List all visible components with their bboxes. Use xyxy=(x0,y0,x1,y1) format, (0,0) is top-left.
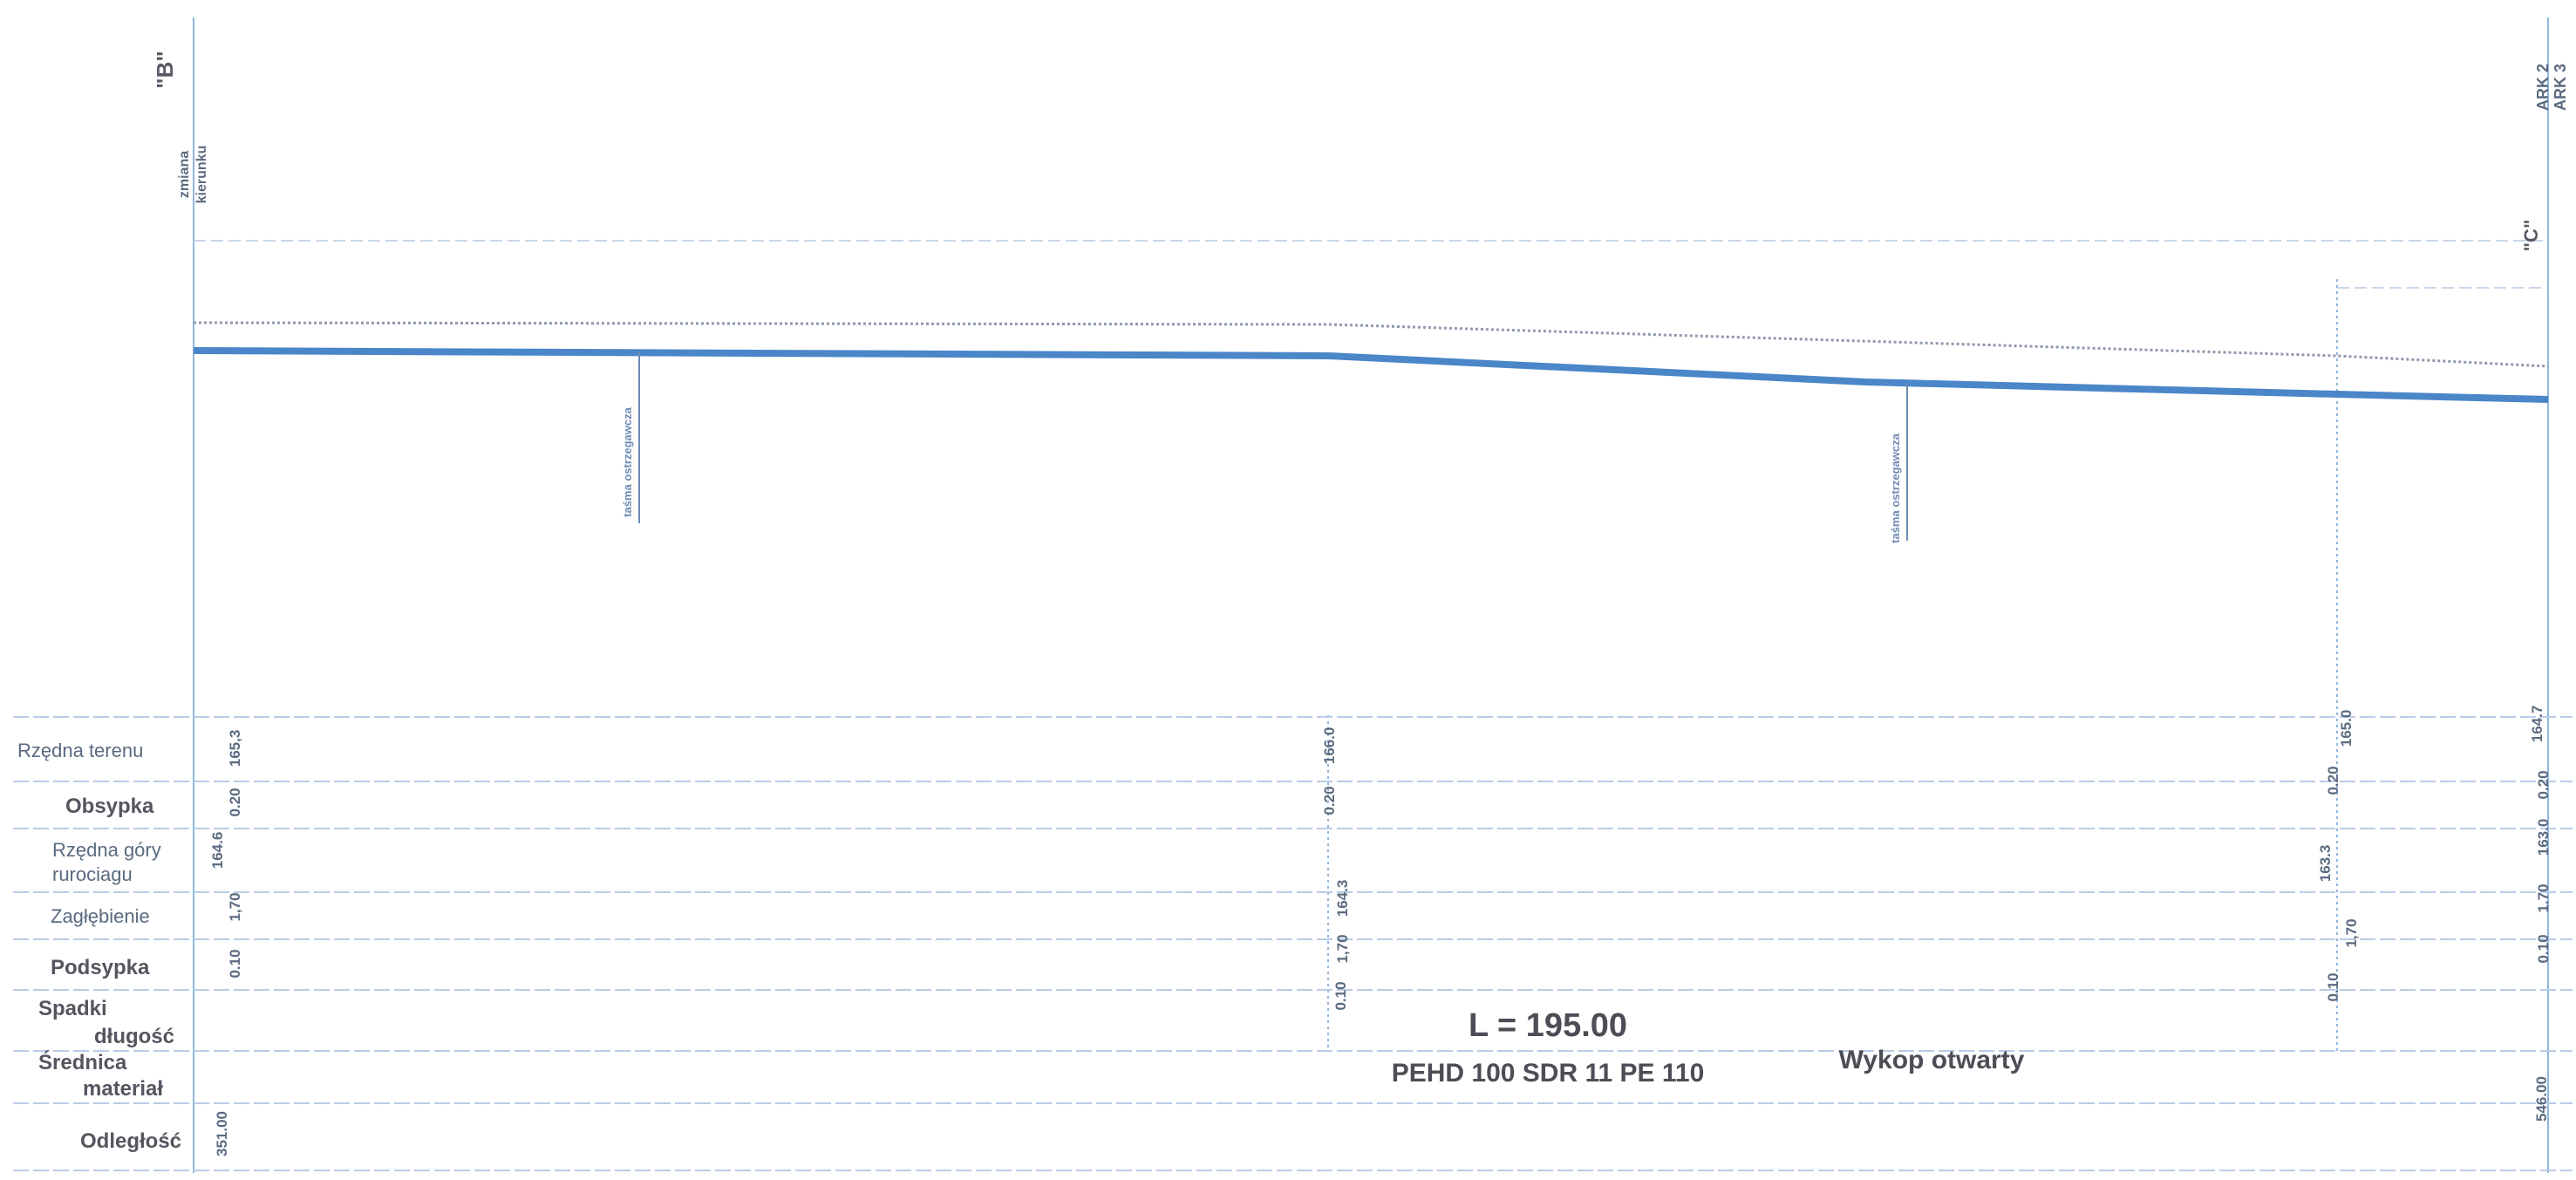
station-lines xyxy=(193,17,2549,1173)
value-depth: 1.70 xyxy=(2535,883,2552,912)
value-distance-end: 546.00 xyxy=(2533,1076,2550,1122)
marker-b-label: "B" xyxy=(152,51,178,88)
value-bedding: 0.10 xyxy=(2535,934,2552,963)
row-label-pipe-top-2: rurociagu xyxy=(52,863,133,885)
value-backfill: 0.20 xyxy=(2325,766,2341,795)
sheet-ref-ark2: ARK 2 xyxy=(2534,64,2552,111)
row-label-distance: Odległość xyxy=(80,1129,181,1153)
top-reference-lines xyxy=(194,240,2548,289)
values-station-b: 165,3 0.20 164.6 1,70 0.10 351.00 xyxy=(209,730,243,1156)
warning-tape-label: taśma ostrzegawcza xyxy=(1889,433,1902,542)
values-station-mid: 166.0 0.20 164.3 1,70 0.10 xyxy=(1321,727,1351,1011)
pipe-spec: PEHD 100 SDR 11 PE 110 xyxy=(1392,1059,1705,1088)
row-label-bedding: Podsypka xyxy=(51,956,150,979)
terrain-line xyxy=(193,321,2549,368)
value-pipe-top: 163.0 xyxy=(2535,819,2552,856)
row-label-pipe-top-1: Rzędna góry xyxy=(52,839,161,861)
value-backfill: 0.20 xyxy=(2535,770,2552,799)
warning-tape-ticks xyxy=(638,351,1908,541)
table-grid xyxy=(13,716,2573,1171)
row-labels: Rzędna terenu Obsypka Rzędna góry ruroci… xyxy=(17,740,181,1153)
value-depth: 1,70 xyxy=(1334,934,1351,963)
value-backfill: 0.20 xyxy=(1321,786,1338,815)
direction-change-label-1: zmiana xyxy=(177,151,192,198)
row-label-material: materiał xyxy=(83,1077,163,1101)
value-terrain: 165.0 xyxy=(2338,710,2355,747)
row-label-diameter: Średnica xyxy=(38,1050,127,1074)
segment-length: L = 195.00 xyxy=(1469,1007,1627,1044)
value-backfill: 0.20 xyxy=(227,788,243,816)
row-label-slope: Spadki xyxy=(38,997,107,1020)
pipe-line xyxy=(193,347,2549,403)
row-label-backfill: Obsypka xyxy=(65,795,154,818)
marker-c-label: "C" xyxy=(2520,220,2542,252)
row-label-depth: Zagłębienie xyxy=(51,905,150,927)
value-pipe-top: 163.3 xyxy=(2317,845,2334,883)
values-station-bend: 165.0 0.20 163.3 1,70 0.10 xyxy=(2317,710,2360,1002)
sheet-ref-ark3: ARK 3 xyxy=(2552,64,2569,111)
direction-change-label-2: kierunku xyxy=(194,146,209,204)
value-bedding: 0.10 xyxy=(2325,972,2341,1001)
value-terrain: 166.0 xyxy=(1321,727,1338,765)
row-label-terrain: Rzędna terenu xyxy=(17,740,143,761)
row-label-length: długość xyxy=(94,1025,174,1048)
value-distance-start: 351.00 xyxy=(214,1111,230,1156)
value-terrain: 164.7 xyxy=(2529,706,2545,743)
value-depth: 1,70 xyxy=(227,892,243,921)
value-bedding: 0.10 xyxy=(227,949,243,978)
value-terrain: 165,3 xyxy=(227,730,243,767)
value-pipe-top: 164.6 xyxy=(209,832,226,870)
warning-tape-label: taśma ostrzegawcza xyxy=(621,406,634,516)
values-station-c: 164.7 0.20 163.0 1.70 0.10 546.00 xyxy=(2529,706,2552,1122)
excavation-type: Wykop otwarty xyxy=(1839,1046,2025,1074)
value-bedding: 0.10 xyxy=(1332,981,1349,1010)
value-pipe-top: 164.3 xyxy=(1334,880,1351,917)
value-depth: 1,70 xyxy=(2343,918,2360,947)
